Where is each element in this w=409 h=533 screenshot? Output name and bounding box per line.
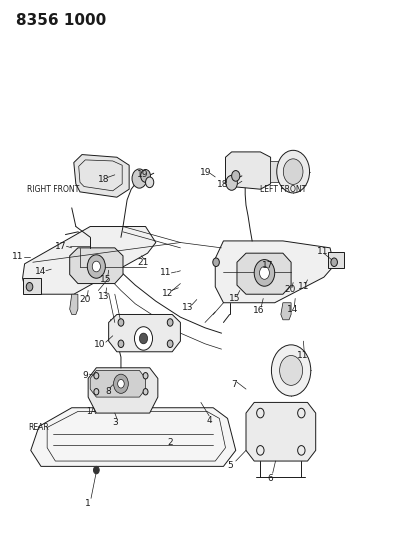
Text: 16: 16 xyxy=(253,306,264,314)
Text: 11: 11 xyxy=(297,282,308,290)
Polygon shape xyxy=(22,227,155,294)
Text: 15: 15 xyxy=(228,294,240,303)
Polygon shape xyxy=(70,248,123,284)
Polygon shape xyxy=(22,278,41,294)
Polygon shape xyxy=(225,152,270,189)
Circle shape xyxy=(225,175,237,190)
Polygon shape xyxy=(236,253,290,294)
Circle shape xyxy=(93,466,99,474)
Polygon shape xyxy=(88,368,157,413)
Circle shape xyxy=(231,171,239,181)
Text: 15: 15 xyxy=(100,275,111,284)
Text: 20: 20 xyxy=(284,286,295,294)
Polygon shape xyxy=(245,402,315,461)
Text: 10: 10 xyxy=(93,341,105,349)
Circle shape xyxy=(254,260,274,286)
Text: 17: 17 xyxy=(55,242,66,251)
Text: 11: 11 xyxy=(296,351,308,360)
Text: 1A: 1A xyxy=(86,407,96,416)
Text: 19: 19 xyxy=(200,168,211,177)
Text: RIGHT FRONT: RIGHT FRONT xyxy=(27,185,79,193)
Text: 9: 9 xyxy=(82,371,88,379)
Polygon shape xyxy=(327,252,344,268)
Text: 17: 17 xyxy=(261,262,272,270)
Circle shape xyxy=(117,379,124,388)
Circle shape xyxy=(140,169,150,182)
Circle shape xyxy=(167,319,173,326)
Circle shape xyxy=(26,282,33,291)
Circle shape xyxy=(271,345,310,396)
Text: 11: 11 xyxy=(159,269,171,277)
Text: 4: 4 xyxy=(206,416,211,424)
Text: 3: 3 xyxy=(112,418,117,426)
Text: 11: 11 xyxy=(316,247,328,256)
Circle shape xyxy=(87,255,105,278)
Text: 14: 14 xyxy=(286,305,297,313)
Text: REAR: REAR xyxy=(28,423,49,432)
Text: 2: 2 xyxy=(167,438,173,447)
Circle shape xyxy=(132,169,146,188)
Circle shape xyxy=(113,374,128,393)
Circle shape xyxy=(94,373,99,379)
Text: 5: 5 xyxy=(227,462,233,470)
Text: 13: 13 xyxy=(98,293,109,301)
Circle shape xyxy=(143,373,148,379)
Polygon shape xyxy=(74,155,129,197)
Polygon shape xyxy=(280,303,290,320)
Circle shape xyxy=(167,340,173,348)
Polygon shape xyxy=(70,294,78,314)
Text: 13: 13 xyxy=(182,303,193,312)
Text: 18: 18 xyxy=(98,175,109,184)
Circle shape xyxy=(276,150,309,193)
Polygon shape xyxy=(90,370,145,397)
Text: 20: 20 xyxy=(79,295,91,304)
Polygon shape xyxy=(269,161,291,182)
Circle shape xyxy=(145,177,153,188)
Text: 7: 7 xyxy=(231,381,237,389)
Circle shape xyxy=(94,389,99,395)
Polygon shape xyxy=(215,241,333,303)
Polygon shape xyxy=(108,314,180,352)
Circle shape xyxy=(279,356,302,385)
Circle shape xyxy=(134,327,152,350)
Circle shape xyxy=(92,261,100,272)
Text: 6: 6 xyxy=(266,474,272,482)
Circle shape xyxy=(283,159,302,184)
Circle shape xyxy=(330,258,337,266)
Text: 21: 21 xyxy=(137,258,148,266)
Circle shape xyxy=(212,258,219,266)
Text: 8356 1000: 8356 1000 xyxy=(16,13,106,28)
Text: 14: 14 xyxy=(34,268,46,276)
Text: 19: 19 xyxy=(137,170,148,179)
Text: 12: 12 xyxy=(161,289,173,297)
Circle shape xyxy=(118,319,124,326)
Text: 1: 1 xyxy=(84,499,90,508)
Circle shape xyxy=(143,389,148,395)
Circle shape xyxy=(118,340,124,348)
Circle shape xyxy=(259,266,269,279)
Circle shape xyxy=(139,333,147,344)
Text: LEFT FRONT: LEFT FRONT xyxy=(260,185,306,193)
Text: 8: 8 xyxy=(105,387,110,395)
Text: 11: 11 xyxy=(12,253,23,261)
Text: 18: 18 xyxy=(216,181,227,189)
Polygon shape xyxy=(31,408,235,466)
